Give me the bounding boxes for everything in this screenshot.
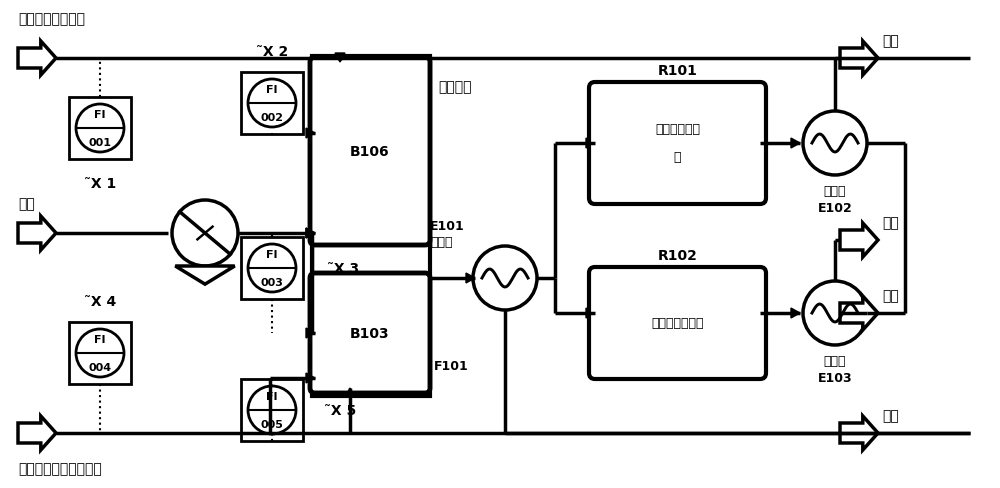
Bar [241, 238, 303, 299]
Bar [312, 57, 430, 396]
Polygon shape [840, 296, 878, 330]
Polygon shape [306, 228, 315, 239]
Polygon shape [586, 308, 595, 318]
Text: 冷凝器: 冷凝器 [824, 355, 846, 368]
Polygon shape [306, 228, 315, 239]
FancyBboxPatch shape [310, 273, 430, 393]
Text: 004: 004 [88, 362, 112, 372]
Text: 含硫污水汽提设备来气: 含硫污水汽提设备来气 [18, 461, 102, 475]
Text: 热交换器: 热交换器 [438, 80, 472, 94]
Polygon shape [791, 308, 800, 318]
Circle shape [76, 105, 124, 153]
Polygon shape [345, 388, 355, 397]
Circle shape [76, 329, 124, 377]
Text: 冷凝器: 冷凝器 [824, 185, 846, 198]
Polygon shape [840, 416, 878, 450]
Circle shape [248, 386, 296, 434]
Text: B103: B103 [350, 326, 390, 340]
Polygon shape [306, 373, 315, 383]
Bar [241, 73, 303, 135]
Text: 005: 005 [261, 419, 283, 429]
Text: 003: 003 [261, 278, 283, 287]
Circle shape [473, 246, 537, 310]
Text: 尾气: 尾气 [882, 288, 899, 303]
Polygon shape [335, 54, 345, 63]
Text: R102: R102 [658, 248, 697, 263]
Polygon shape [18, 416, 56, 450]
Bar [69, 323, 131, 384]
Text: FI: FI [266, 391, 278, 401]
Polygon shape [840, 42, 878, 76]
Text: ˜X 5: ˜X 5 [324, 403, 356, 417]
Polygon shape [466, 273, 475, 284]
Text: FI: FI [266, 249, 278, 260]
Circle shape [803, 112, 867, 176]
Circle shape [248, 80, 296, 128]
Polygon shape [586, 139, 595, 149]
Text: FI: FI [266, 85, 278, 95]
Bar [241, 379, 303, 441]
Bar [69, 98, 131, 160]
Polygon shape [18, 42, 56, 76]
FancyBboxPatch shape [310, 58, 430, 245]
Polygon shape [175, 266, 235, 285]
Text: FI: FI [94, 110, 106, 120]
Text: 第一催化转化: 第一催化转化 [655, 123, 700, 136]
Text: B106: B106 [350, 145, 390, 159]
Text: 富含硫化氢的气体: 富含硫化氢的气体 [18, 12, 85, 26]
Text: 硫磺: 硫磺 [882, 34, 899, 48]
Text: F101: F101 [434, 360, 469, 373]
Text: ˜X 2: ˜X 2 [256, 45, 288, 59]
Text: 器: 器 [674, 151, 681, 164]
Circle shape [248, 244, 296, 292]
FancyBboxPatch shape [589, 267, 766, 379]
Circle shape [803, 282, 867, 346]
Polygon shape [791, 139, 800, 149]
FancyBboxPatch shape [589, 83, 766, 204]
Polygon shape [306, 129, 315, 139]
Text: 第二催化转化器: 第二催化转化器 [651, 317, 704, 330]
Polygon shape [306, 328, 315, 338]
Text: E101: E101 [430, 220, 465, 233]
Text: 冷凝器: 冷凝器 [430, 236, 453, 249]
Text: 002: 002 [261, 113, 284, 123]
Text: E103: E103 [818, 372, 852, 385]
Text: E102: E102 [818, 202, 852, 215]
Text: 空气: 空气 [18, 197, 35, 210]
Text: 硫磺: 硫磺 [882, 216, 899, 229]
Text: ˜X 1: ˜X 1 [84, 177, 116, 191]
Text: FI: FI [94, 334, 106, 345]
Text: ˜X 3: ˜X 3 [327, 262, 359, 275]
Text: R101: R101 [658, 64, 697, 78]
Circle shape [172, 201, 238, 266]
Polygon shape [840, 224, 878, 258]
Text: ˜X 4: ˜X 4 [84, 294, 116, 308]
Polygon shape [18, 217, 56, 250]
Text: 001: 001 [89, 138, 112, 148]
Text: 硫磺: 硫磺 [882, 408, 899, 422]
